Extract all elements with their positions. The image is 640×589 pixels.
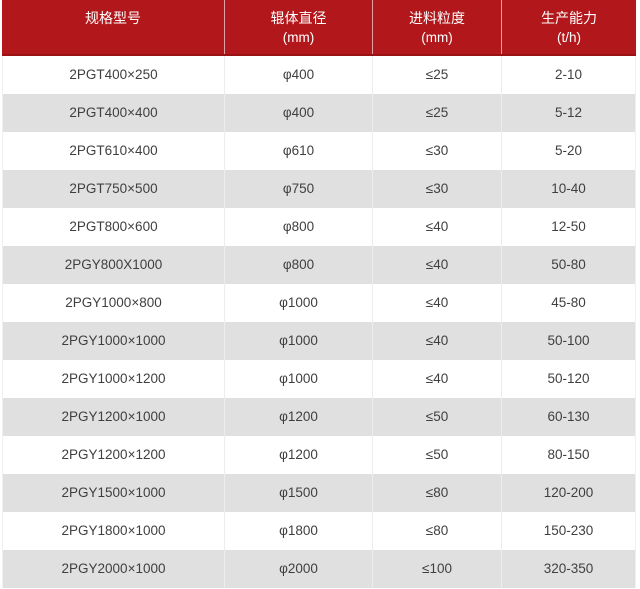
cell-capacity: 50-80 bbox=[551, 257, 586, 272]
cell-model: 2PGY1000×1200 bbox=[3, 360, 225, 398]
cell-model: 2PGY1500×1000 bbox=[3, 474, 225, 512]
cell-feed-size: ≤40 bbox=[373, 208, 502, 246]
col-unit: (mm) bbox=[282, 30, 315, 45]
header-cell-model: 规格型号 bbox=[2, 0, 225, 54]
table-header: 规格型号 辊体直径 (mm) 进料粒度 (mm) 生产能力 (t/h) bbox=[2, 0, 636, 56]
cell-capacity: 150-230 bbox=[543, 523, 594, 538]
cell-diameter: φ750 bbox=[225, 170, 373, 208]
table-row: 2PGT400×400 φ400 ≤25 5-12 bbox=[3, 94, 635, 132]
cell-capacity: 50-100 bbox=[547, 333, 590, 348]
col-title: 规格型号 bbox=[85, 10, 141, 26]
cell-capacity: 120-200 bbox=[543, 485, 594, 500]
cell-model: 2PGT750×500 bbox=[3, 170, 225, 208]
table-row: 2PGY1200×1200 φ1200 ≤50 80-150 bbox=[3, 436, 635, 474]
col-unit: (t/h) bbox=[556, 30, 581, 45]
col-title: 生产能力 bbox=[541, 10, 597, 26]
table-row: 2PGY1000×800 φ1000 ≤40 45-80 bbox=[3, 284, 635, 322]
cell-feed-size: ≤50 bbox=[373, 436, 502, 474]
cell-diameter: φ1800 bbox=[225, 512, 373, 550]
cell-capacity: 45-80 bbox=[551, 295, 586, 310]
cell-model: 2PGY1800×1000 bbox=[3, 512, 225, 550]
header-cell-diameter: 辊体直径 (mm) bbox=[225, 0, 373, 54]
cell-diameter: φ1200 bbox=[225, 436, 373, 474]
cell-capacity: 5-12 bbox=[554, 105, 583, 120]
cell-diameter: φ1000 bbox=[225, 322, 373, 360]
cell-feed-size: ≤40 bbox=[373, 246, 502, 284]
header-cell-feed-size: 进料粒度 (mm) bbox=[373, 0, 502, 54]
cell-diameter: φ400 bbox=[225, 56, 373, 94]
table-row: 2PGY1000×1000 φ1000 ≤40 50-100 bbox=[3, 322, 635, 360]
cell-model: 2PGY2000×1000 bbox=[3, 550, 225, 588]
cell-feed-size: ≤25 bbox=[373, 94, 502, 132]
cell-feed-size: ≤30 bbox=[373, 132, 502, 170]
table-row: 2PGT800×600 φ800 ≤40 12-50 bbox=[3, 208, 635, 246]
cell-model: 2PGT800×600 bbox=[3, 208, 225, 246]
table-row: 2PGY1200×1000 φ1200 ≤50 60-130 bbox=[3, 398, 635, 436]
col-title: 辊体直径 bbox=[270, 10, 327, 26]
cell-diameter: φ400 bbox=[225, 94, 373, 132]
cell-capacity: 80-150 bbox=[547, 447, 590, 462]
cell-capacity: 320-350 bbox=[543, 561, 594, 576]
cell-diameter: φ1000 bbox=[225, 360, 373, 398]
header-cell-capacity: 生产能力 (t/h) bbox=[502, 0, 636, 54]
cell-diameter: φ1500 bbox=[225, 474, 373, 512]
table-body: 2PGT400×250 φ400 ≤25 2-10 2PGT400×400 φ4… bbox=[2, 56, 636, 588]
cell-diameter: φ610 bbox=[225, 132, 373, 170]
table-row: 2PGY1500×1000 φ1500 ≤80 120-200 bbox=[3, 474, 635, 512]
cell-feed-size: ≤25 bbox=[373, 56, 502, 94]
cell-feed-size: ≤40 bbox=[373, 360, 502, 398]
cell-diameter: φ2000 bbox=[225, 550, 373, 588]
cell-diameter: φ800 bbox=[225, 246, 373, 284]
cell-diameter: φ800 bbox=[225, 208, 373, 246]
table-row: 2PGY800X1000 φ800 ≤40 50-80 bbox=[3, 246, 635, 284]
cell-capacity: 10-40 bbox=[551, 181, 586, 196]
cell-feed-size: ≤40 bbox=[373, 322, 502, 360]
cell-model: 2PGT400×250 bbox=[3, 56, 225, 94]
cell-model: 2PGY1200×1000 bbox=[3, 398, 225, 436]
cell-feed-size: ≤40 bbox=[373, 284, 502, 322]
cell-model: 2PGT400×400 bbox=[3, 94, 225, 132]
table-row: 2PGY2000×1000 φ2000 ≤100 320-350 bbox=[3, 550, 635, 588]
cell-diameter: φ1000 bbox=[225, 284, 373, 322]
cell-diameter: φ1200 bbox=[225, 398, 373, 436]
cell-feed-size: ≤100 bbox=[373, 550, 502, 588]
table-row: 2PGT750×500 φ750 ≤30 10-40 bbox=[3, 170, 635, 208]
table-row: 2PGT400×250 φ400 ≤25 2-10 bbox=[3, 56, 635, 94]
cell-model: 2PGT610×400 bbox=[3, 132, 225, 170]
table-row: 2PGY1000×1200 φ1000 ≤40 50-120 bbox=[3, 360, 635, 398]
cell-model: 2PGY800X1000 bbox=[3, 246, 225, 284]
cell-feed-size: ≤80 bbox=[373, 512, 502, 550]
cell-feed-size: ≤50 bbox=[373, 398, 502, 436]
cell-capacity: 2-10 bbox=[554, 67, 583, 82]
cell-capacity: 50-120 bbox=[547, 371, 590, 386]
cell-feed-size: ≤80 bbox=[373, 474, 502, 512]
cell-capacity: 12-50 bbox=[551, 219, 586, 234]
cell-model: 2PGY1200×1200 bbox=[3, 436, 225, 474]
col-unit: (mm) bbox=[421, 30, 453, 45]
cell-capacity: 5-20 bbox=[554, 143, 583, 158]
cell-model: 2PGY1000×800 bbox=[3, 284, 225, 322]
col-title: 进料粒度 bbox=[409, 10, 465, 26]
table-row: 2PGY1800×1000 φ1800 ≤80 150-230 bbox=[3, 512, 635, 550]
cell-capacity: 60-130 bbox=[547, 409, 590, 424]
cell-model: 2PGY1000×1000 bbox=[3, 322, 225, 360]
table-row: 2PGT610×400 φ610 ≤30 5-20 bbox=[3, 132, 635, 170]
cell-feed-size: ≤30 bbox=[373, 170, 502, 208]
